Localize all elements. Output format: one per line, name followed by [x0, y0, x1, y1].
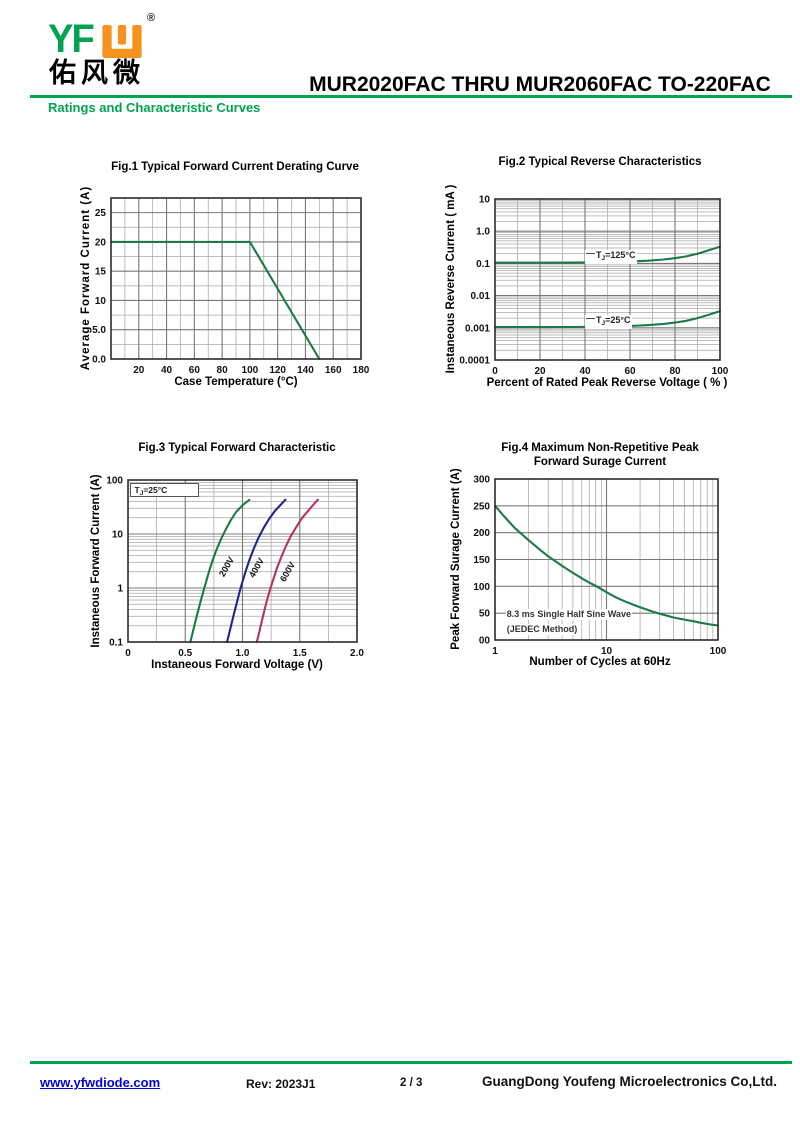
- svg-text:0.01: 0.01: [471, 291, 491, 302]
- svg-text:10: 10: [601, 646, 613, 657]
- fig2-tj125-label: TJ=125°C: [585, 250, 637, 265]
- tj-label-part: T: [596, 314, 602, 325]
- svg-text:60: 60: [624, 366, 636, 377]
- logo-chinese-name: 佑风微: [49, 58, 145, 88]
- svg-text:1: 1: [117, 584, 123, 595]
- svg-text:20: 20: [534, 366, 546, 377]
- svg-text:10: 10: [95, 296, 107, 307]
- tj-label-part: =125°C: [605, 250, 636, 261]
- svg-text:1.0: 1.0: [236, 648, 250, 659]
- svg-text:00: 00: [479, 636, 491, 647]
- fig3-title: Fig.3 Typical Forward Characteristic: [138, 442, 336, 454]
- fig4-note-line1: 8.3 ms Single Half Sine Wave: [505, 608, 633, 620]
- fig4-x-axis-label: Number of Cycles at 60Hz: [529, 656, 671, 668]
- svg-text:80: 80: [217, 365, 229, 376]
- fig3-x-axis-label: Instaneous Forward Voltage (V): [151, 659, 323, 671]
- tj-subscript: J: [139, 490, 144, 497]
- fig1-x-axis-label: Case Temperature (°C): [174, 376, 298, 388]
- svg-text:100: 100: [242, 365, 259, 376]
- svg-text:1: 1: [492, 646, 498, 657]
- fig1-plot: 20 40 60 80 100 120 140 160 180 0.0 5.0 10 15 20 25: [92, 197, 370, 376]
- website-link[interactable]: www.yfwdiode.com: [40, 1075, 161, 1090]
- svg-text:0: 0: [125, 648, 131, 659]
- svg-text:10: 10: [112, 530, 124, 541]
- fig4-title-line1: Fig.4 Maximum Non-Repetitive Peak: [501, 442, 699, 454]
- svg-text:0.1: 0.1: [476, 259, 490, 270]
- svg-text:180: 180: [353, 365, 370, 376]
- svg-text:100: 100: [106, 476, 123, 487]
- logo-yf-text: YF: [48, 17, 95, 61]
- svg-text:1.0: 1.0: [476, 227, 490, 238]
- svg-text:1.5: 1.5: [293, 648, 307, 659]
- fig3-tj25-legend-box: TJ=25°C: [129, 483, 199, 497]
- page-title: MUR2020FAC THRU MUR2060FAC TO-220FAC: [309, 73, 771, 96]
- svg-text:200: 200: [473, 528, 490, 539]
- svg-text:100: 100: [473, 582, 490, 593]
- svg-text:80: 80: [669, 366, 681, 377]
- svg-text:140: 140: [297, 365, 314, 376]
- fig2-tj25-label: TJ=25°C: [585, 314, 632, 329]
- svg-text:150: 150: [473, 555, 490, 566]
- company-name: GuangDong Youfeng Microelectronics Co,Lt…: [481, 1074, 777, 1089]
- tj-label-part: =25°C: [143, 485, 168, 495]
- tj-label-part: =25°C: [605, 314, 631, 325]
- svg-text:120: 120: [269, 365, 286, 376]
- svg-text:100: 100: [710, 646, 727, 657]
- svg-text:0.001: 0.001: [465, 323, 490, 334]
- fig3-y-axis-label: Instaneous Forward Current (A): [90, 474, 102, 648]
- svg-text:40: 40: [579, 366, 591, 377]
- fig1-title: Fig.1 Typical Forward Current Derating C…: [111, 161, 359, 173]
- svg-text:0.1: 0.1: [109, 638, 123, 649]
- svg-text:20: 20: [133, 365, 145, 376]
- header-divider: [30, 95, 792, 98]
- svg-text:15: 15: [95, 267, 107, 278]
- section-subtitle: Ratings and Characteristic Curves: [48, 100, 261, 115]
- svg-text:5.0: 5.0: [92, 325, 106, 336]
- logo-u-icon: [102, 25, 142, 58]
- svg-text:50: 50: [479, 609, 491, 620]
- page-number: 2 / 3: [400, 1077, 423, 1089]
- tj-label-part: T: [596, 250, 602, 261]
- tj-subscript: J: [601, 255, 606, 263]
- fig2-title: Fig.2 Typical Reverse Characteristics: [498, 156, 702, 168]
- fig1-y-axis-label: Average Forward Current (A): [80, 185, 92, 371]
- svg-text:10: 10: [479, 195, 491, 206]
- revision-label: Rev: 2023J1: [246, 1077, 316, 1091]
- fig2-plot: 0 20 40 60 80 100 10 1.0 0.1 0.01 0.001 0.0001: [459, 195, 729, 378]
- fig3-plot: 0 0.5 1.0 1.5 2.0 100 10 1 0.1: [106, 476, 364, 660]
- fig4-y-axis-label: Peak Forward Surage Current (A): [450, 468, 462, 650]
- svg-text:20: 20: [95, 237, 107, 248]
- fig4-plot: 1 10 100 300 250 200 150 100 50 00: [473, 475, 727, 658]
- svg-text:100: 100: [712, 366, 729, 377]
- svg-text:0.0: 0.0: [92, 355, 106, 366]
- svg-text:300: 300: [473, 475, 490, 486]
- fig4-note-line2: (JEDEC Method): [505, 623, 579, 635]
- fig2-x-axis-label: Percent of Rated Peak Reverse Voltage ( …: [486, 377, 728, 389]
- svg-text:250: 250: [473, 501, 490, 512]
- svg-text:60: 60: [189, 365, 201, 376]
- tj-subscript: J: [601, 319, 606, 327]
- svg-text:0: 0: [492, 366, 498, 377]
- fig4-title-line2: Forward Surage Current: [533, 456, 667, 468]
- svg-text:160: 160: [325, 365, 342, 376]
- footer-divider: [30, 1061, 792, 1064]
- svg-text:2.0: 2.0: [350, 648, 364, 659]
- tj-label-part: T: [134, 485, 140, 495]
- svg-text:25: 25: [95, 208, 107, 219]
- svg-text:0.0001: 0.0001: [459, 356, 490, 367]
- fig2-y-axis-label: Instaneous Reverse Current ( mA ): [445, 184, 457, 374]
- registered-mark: ®: [147, 12, 156, 24]
- svg-text:40: 40: [161, 365, 173, 376]
- svg-text:0.5: 0.5: [178, 648, 192, 659]
